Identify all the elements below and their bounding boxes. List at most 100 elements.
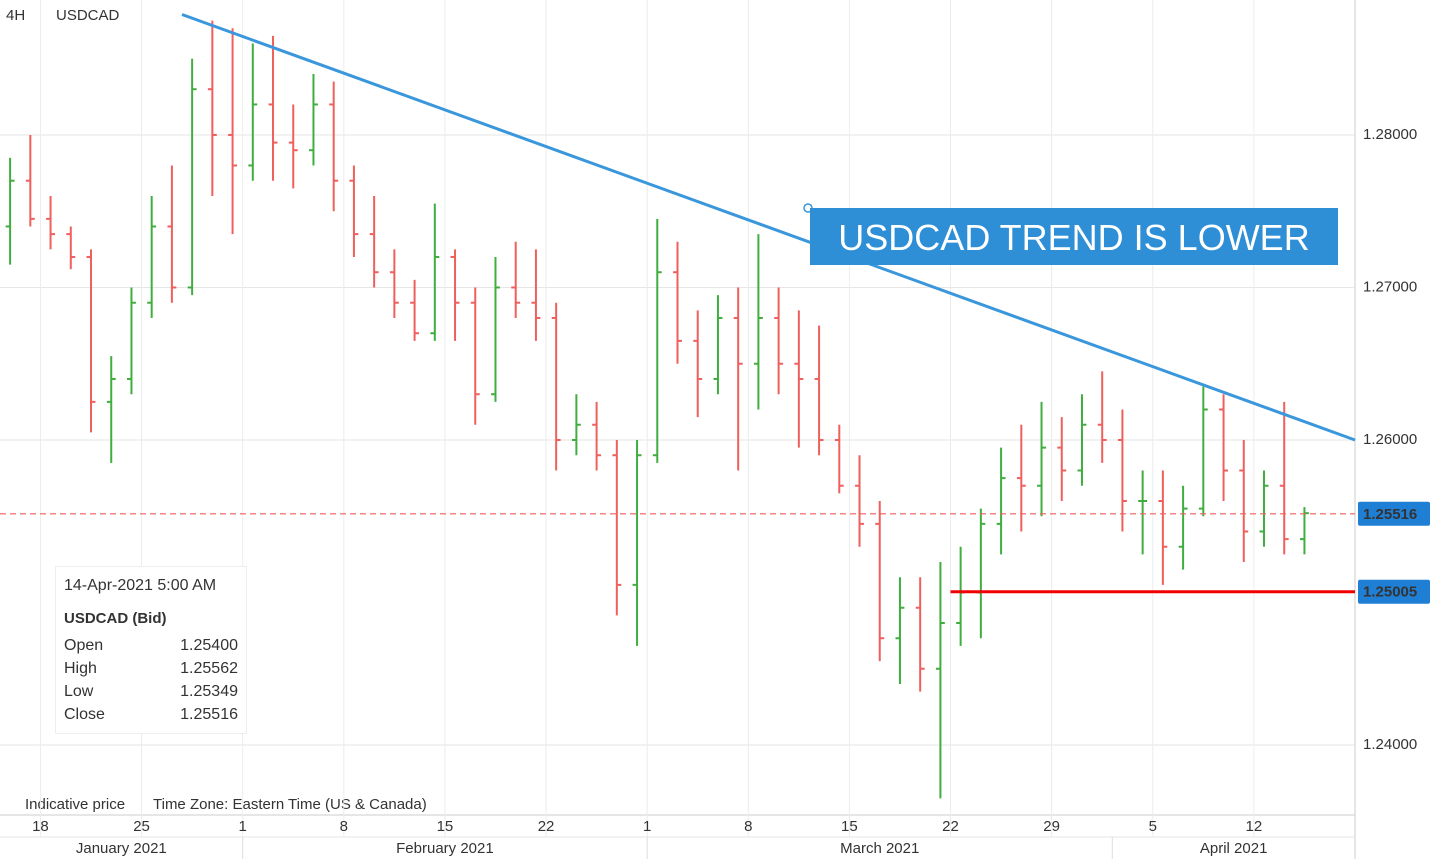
ohlc-bar [632,439,642,646]
month-label: March 2021 [840,840,919,857]
ohlc-bar [369,195,379,288]
ohlc-bar [1117,409,1127,532]
info-value: 1.25349 [180,683,238,700]
ohlc-bar [1299,507,1309,555]
ohlc-bar [693,310,703,418]
ohlc-bar [895,577,905,684]
symbol: USDCAD [56,7,120,24]
x-tick-label: 1 [643,818,651,835]
x-tick-label: 15 [841,818,858,835]
info-value: 1.25562 [180,660,238,677]
ohlc-bar [147,195,157,318]
ohlc-bar [673,241,682,364]
y-tick-label: 1.27000 [1363,278,1417,295]
ohlc-bar [86,249,96,433]
ohlc-bar [855,455,864,547]
price-note: Indicative price [25,796,125,813]
y-tick-label: 1.28000 [1363,126,1417,143]
ohlc-bar [5,157,15,265]
price-label-box [1358,501,1430,526]
ohlc-bar [1259,470,1269,547]
ohlc-bar [470,287,480,425]
price-label-box [1358,579,1430,604]
x-tick-label: 29 [1043,818,1060,835]
price-label: 1.25005 [1363,584,1417,601]
x-tick-label: 18 [32,818,49,835]
info-title: USDCAD (Bid) [64,610,167,627]
ohlc-bar [834,424,844,494]
timeframe: 4H [6,7,25,24]
ohlc-bar [389,249,399,318]
ohlc-bar [1077,394,1087,486]
ohlc-bar [450,249,460,341]
price-label: 1.25516 [1363,506,1417,523]
info-time: 14-Apr-2021 5:00 AM [64,577,217,594]
ohlc-bar [1057,417,1067,501]
x-tick-label: 22 [942,818,959,835]
ohlc-bar [207,20,217,196]
ohlc-bar [167,165,177,303]
ohlc-bar [25,134,35,227]
ohlc-bar [1279,401,1289,555]
ohlc-bar [652,218,662,463]
info-label: High [64,660,97,677]
ohlc-bar [329,81,339,212]
x-tick-label: 25 [133,818,150,835]
ohlc-bar [713,295,723,395]
ohlc-bar [430,203,440,341]
ohlc-bar [956,546,966,646]
ohlc-bar [976,508,986,639]
ohlc-bar [127,287,136,395]
x-tick-label: 5 [1149,818,1157,835]
y-tick-label: 1.24000 [1363,736,1417,753]
ohlc-bar [592,401,602,471]
x-tick-label: 1 [239,818,247,835]
info-label: Close [64,706,105,723]
x-tick-label: 12 [1246,818,1263,835]
ohlc-bar [571,394,581,456]
annotation: USDCAD TREND IS LOWER [810,208,1338,265]
ohlc-bar [774,287,784,395]
info-value: 1.25516 [180,706,238,723]
ohlc-bar [228,28,238,235]
ohlc-bar [753,234,763,410]
month-label: January 2021 [76,840,167,857]
ohlc-bar [551,302,561,471]
ohlc-bar [612,439,622,616]
info-box: 14-Apr-2021 5:00 AM USDCAD (Bid) Open 1.2… [55,566,247,734]
ohlc-bar [935,561,945,799]
trendline [181,13,1356,442]
ohlc-bar [66,226,76,270]
ohlc-bar [794,310,804,448]
ohlc-bar [106,356,116,463]
ohlc-bar [410,279,420,341]
x-tick-label: 8 [340,818,348,835]
x-tick-label: 22 [538,818,555,835]
ohlc-bar [349,165,359,257]
ohlc-bar [1198,386,1208,517]
ohlc-bar [288,104,298,189]
ohlc-bar [1016,424,1026,532]
y-tick-label: 1.26000 [1363,431,1417,448]
ohlc-bar [814,325,824,456]
ohlc-bar [491,256,500,402]
x-tick-label: 15 [437,818,454,835]
month-label: February 2021 [396,840,494,857]
ohlc-bar [1097,371,1107,463]
time-zone: Time Zone: Eastern Time (US & Canada) [153,796,427,813]
ohlc-bar [1158,470,1168,585]
ohlc-bar [1239,439,1249,562]
ohlc-bar [46,195,56,250]
ohlc-bar [875,500,885,662]
info-label: Open [64,637,104,654]
ohlc-bar [1037,401,1046,517]
ohlc-bar [1178,485,1188,570]
ohlc-bar [511,241,521,318]
ohlc-bar [915,577,925,692]
ohlc-bar [268,35,278,181]
ohlc-bar [733,287,743,471]
ohlc-bar [248,43,258,181]
month-label: April 2021 [1200,840,1268,857]
